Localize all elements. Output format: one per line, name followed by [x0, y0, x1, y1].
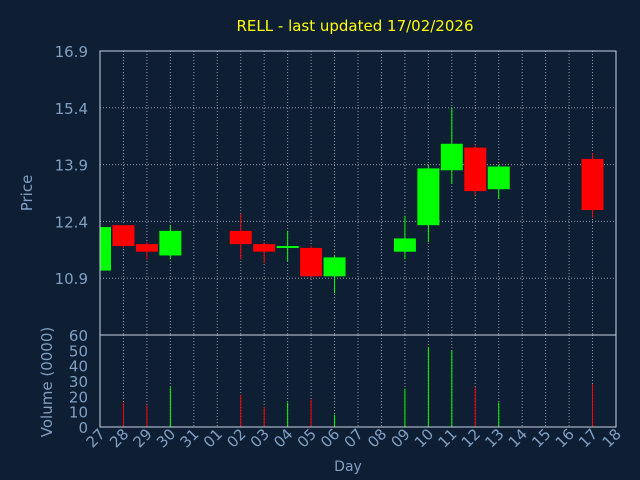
candle-body	[440, 143, 463, 171]
x-axis-label: Day	[334, 459, 362, 475]
volume-tick-label: 60	[69, 327, 88, 345]
candle-body	[276, 246, 299, 249]
volume-tick-label: 50	[69, 342, 88, 360]
volume-panel: 6050403020100272829303101020304050607080…	[69, 327, 625, 451]
x-tick-label: 31	[176, 425, 202, 451]
x-tick-label: 17	[575, 425, 601, 451]
price-tick-label: 16.9	[55, 43, 88, 61]
price-tick-label: 10.9	[55, 270, 88, 288]
x-tick-label: 15	[528, 425, 554, 451]
candle-body	[135, 244, 158, 252]
candle-body	[159, 230, 182, 256]
x-tick-label: 12	[458, 425, 484, 451]
x-tick-label: 09	[388, 425, 414, 451]
volume-panel-frame	[99, 334, 617, 428]
x-tick-label: 03	[247, 425, 273, 451]
volume-tick-label: 30	[69, 373, 88, 391]
price-axis-label: Price	[18, 175, 36, 212]
volume-axis-label: Volume (0000)	[38, 327, 56, 437]
x-tick-label: 14	[505, 425, 531, 451]
x-tick-label: 02	[223, 425, 249, 451]
price-tick-label: 12.4	[55, 213, 88, 231]
candle-body	[112, 225, 135, 247]
candle-body	[393, 238, 416, 252]
volume-tick-label: 10	[69, 404, 88, 422]
x-tick-label: 18	[599, 425, 625, 451]
x-tick-label: 16	[552, 425, 578, 451]
x-tick-label: 06	[317, 425, 343, 451]
x-tick-label: 04	[270, 425, 296, 451]
x-tick-label: 11	[434, 425, 460, 451]
candle-body	[253, 244, 276, 252]
price-tick-label: 15.4	[55, 100, 88, 118]
chart-title: RELL - last updated 17/02/2026	[237, 17, 474, 35]
candle-body	[487, 166, 510, 190]
price-tick-label: 13.9	[55, 157, 88, 175]
candle-body	[417, 168, 440, 226]
volume-tick-label: 0	[78, 419, 88, 437]
candle-body	[323, 257, 346, 277]
x-tick-label: 28	[106, 425, 132, 451]
x-tick-label: 30	[153, 425, 179, 451]
candle-body	[100, 227, 111, 271]
x-tick-label: 01	[200, 425, 226, 451]
x-tick-label: 10	[411, 425, 437, 451]
x-tick-label: 13	[481, 425, 507, 451]
volume-tick-label: 40	[69, 358, 88, 376]
candle-body	[464, 147, 487, 192]
candle-body	[229, 230, 252, 245]
x-tick-label: 29	[130, 425, 156, 451]
candle-body	[300, 247, 323, 277]
volume-tick-label: 20	[69, 388, 88, 406]
price-panel: 16.9 15.4 13.9 12.4 10.9	[55, 43, 617, 336]
x-tick-label: 08	[364, 425, 390, 451]
x-tick-label: 07	[341, 425, 367, 451]
candle-body	[581, 158, 604, 211]
x-tick-label: 05	[294, 425, 320, 451]
